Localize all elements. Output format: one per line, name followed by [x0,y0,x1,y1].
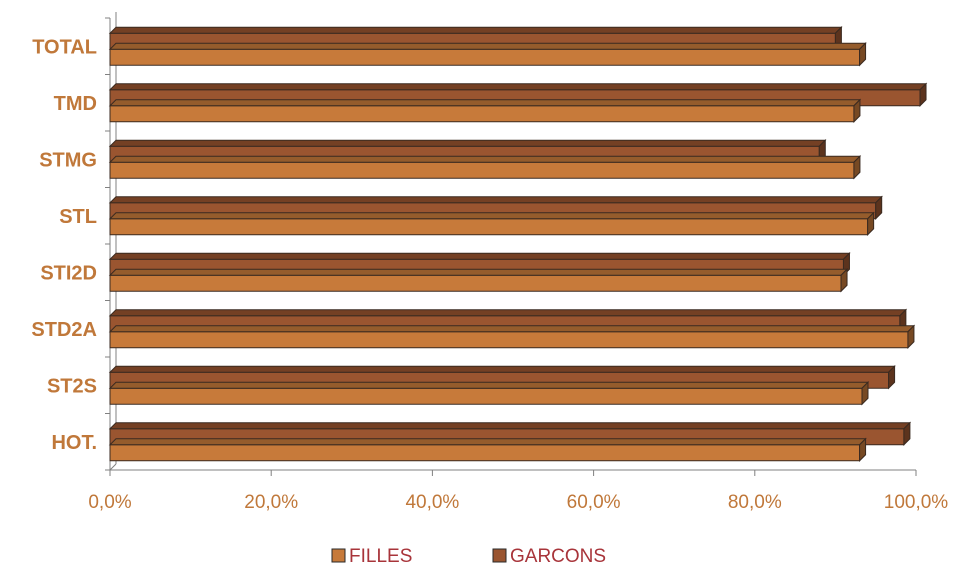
axis-layer [105,12,917,476]
bar-filles-total [108,42,867,67]
bar-filles-hot [108,437,867,462]
category-label: STL [59,206,97,228]
legend-label-garcons: GARCONS [510,546,606,567]
category-label: TMD [54,93,97,115]
bar-filles-tmd [108,98,862,123]
x-tick-label: 20,0% [244,492,298,513]
legend: FILLES GARCONS [331,546,606,567]
category-label: STD2A [31,319,97,341]
bar-filles-std2a [108,324,916,349]
category-label: HOT. [51,432,97,454]
category-label: ST2S [47,375,97,397]
category-labels: TOTAL TMD STMG STL STI2D STD2A ST2S HOT. [31,36,97,454]
bar-filles-stl [108,211,875,236]
floor-depth-edge [109,463,117,471]
x-tick-label: 100,0% [884,492,949,513]
category-label: STMG [39,149,97,171]
category-label: TOTAL [32,36,97,58]
legend-swatch-filles [331,548,346,563]
bar-filles-st2s [108,381,870,406]
bar-filles-stmg [108,155,862,180]
bars-layer [108,26,928,462]
legend-swatch-garcons [492,548,507,563]
x-tick-label: 60,0% [567,492,621,513]
x-tick-label: 0,0% [88,492,131,513]
legend-label-filles: FILLES [349,546,412,567]
x-tick-label: 40,0% [405,492,459,513]
bar-filles-sti2d [108,268,849,293]
x-tick-label: 80,0% [728,492,782,513]
x-tick-labels: 0,0% 20,0% 40,0% 60,0% 80,0% 100,0% [88,492,948,513]
category-label: STI2D [40,262,97,284]
